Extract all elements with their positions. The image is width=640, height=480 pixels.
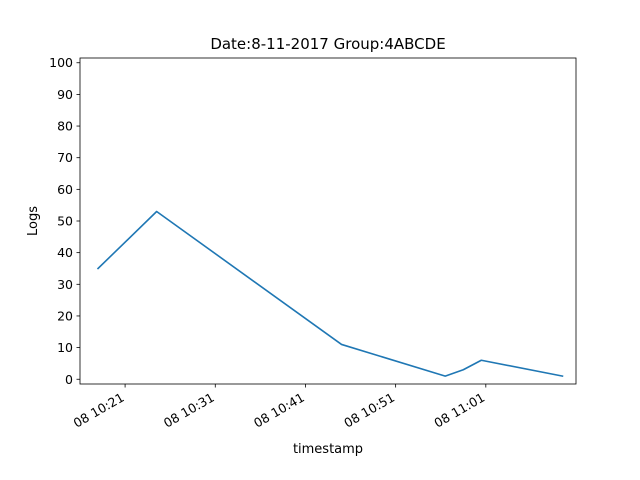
y-tick-label: 70 (57, 150, 73, 165)
y-tick-label: 30 (57, 277, 73, 292)
chart-title: Date:8-11-2017 Group:4ABCDE (210, 35, 445, 53)
y-tick-label: 60 (57, 182, 73, 197)
axes-frame (79, 57, 577, 385)
series-line (96, 210, 564, 378)
y-tick-label: 0 (65, 372, 73, 387)
y-tick-label: 10 (57, 340, 73, 355)
y-tick-label: 20 (57, 308, 73, 323)
y-tick-label: 80 (57, 119, 73, 134)
x-axis-label: timestamp (293, 442, 363, 457)
y-tick-label: 40 (57, 245, 73, 260)
y-tick-label: 50 (57, 214, 73, 229)
y-tick-label: 90 (57, 87, 73, 102)
y-axis-label: Logs (26, 206, 41, 236)
y-tick-label: 100 (49, 55, 73, 70)
